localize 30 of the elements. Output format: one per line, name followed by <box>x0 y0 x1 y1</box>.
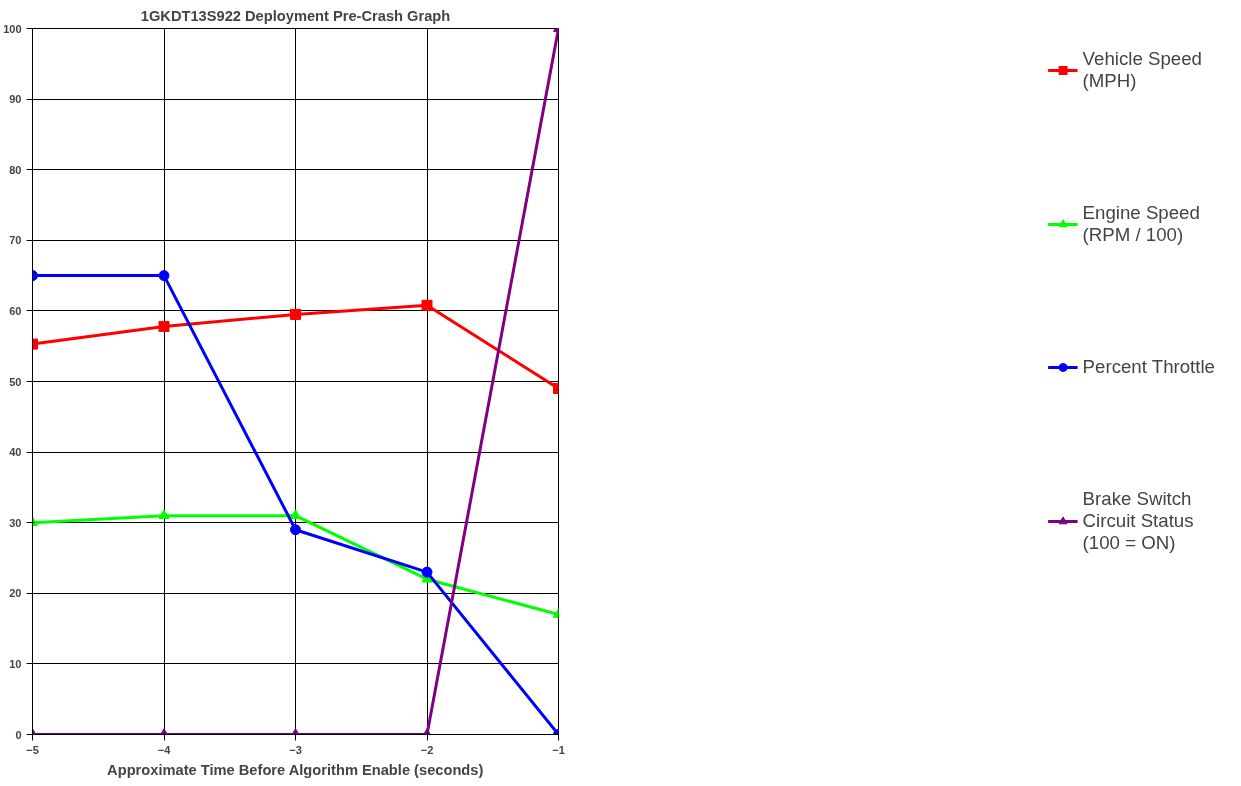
x-tick-label: −5 <box>26 743 39 756</box>
legend-label: Engine Speed (RPM / 100) <box>1082 202 1200 246</box>
x-tick-label: −3 <box>289 743 302 756</box>
x-tick-label: −1 <box>552 743 565 756</box>
point <box>158 509 170 520</box>
y-tick-label: 90 <box>9 93 22 106</box>
y-tick-label: 80 <box>9 163 22 176</box>
x-axis-title: Approximate Time Before Algorithm Enable (seconds) <box>107 761 484 778</box>
chart-title: 1GKDT13S922 Deployment Pre-Crash Graph <box>140 7 451 24</box>
point <box>158 320 170 332</box>
y-tick-label: 0 <box>15 728 22 741</box>
point <box>290 308 301 320</box>
legend-label: Percent Throttle <box>1082 356 1215 378</box>
y-tick-label: 40 <box>9 446 22 459</box>
point <box>421 566 433 578</box>
y-tick-label: 100 <box>3 22 22 35</box>
x-tick-label: −2 <box>420 743 434 756</box>
y-tick-label: 70 <box>9 234 22 247</box>
y-tick-label: 30 <box>9 516 22 529</box>
point <box>290 509 301 520</box>
y-tick-label: 20 <box>9 587 22 600</box>
y-tick-label: 60 <box>9 304 22 317</box>
legend-label: Vehicle Speed (MPH) <box>1082 48 1202 92</box>
y-tick-label: 10 <box>9 657 22 670</box>
x-tick-label: −4 <box>157 743 172 756</box>
point <box>421 299 433 311</box>
point <box>158 270 170 282</box>
point <box>290 524 301 536</box>
legend-label: Brake Switch Circuit Status (100 = ON) <box>1082 488 1194 554</box>
y-tick-label: 50 <box>9 375 22 388</box>
